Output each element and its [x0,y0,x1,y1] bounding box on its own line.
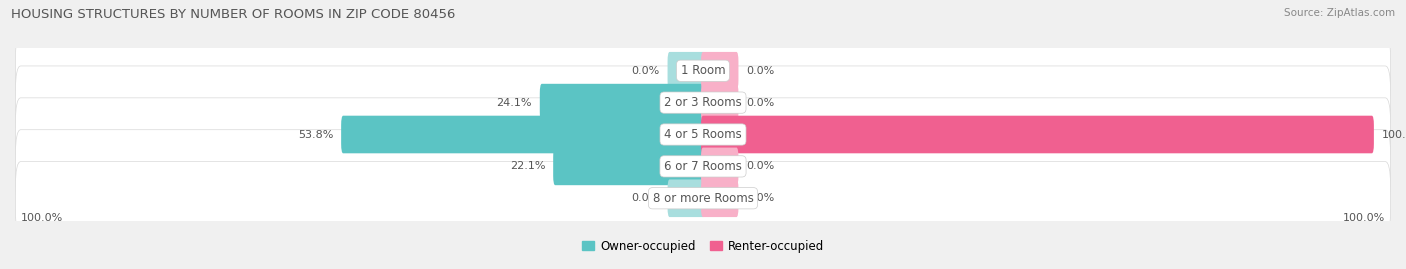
FancyBboxPatch shape [702,52,738,90]
FancyBboxPatch shape [702,148,738,185]
Text: 53.8%: 53.8% [298,129,333,140]
Text: 0.0%: 0.0% [747,193,775,203]
Text: 4 or 5 Rooms: 4 or 5 Rooms [664,128,742,141]
Text: 6 or 7 Rooms: 6 or 7 Rooms [664,160,742,173]
FancyBboxPatch shape [15,162,1391,235]
FancyBboxPatch shape [668,179,704,217]
Text: 2 or 3 Rooms: 2 or 3 Rooms [664,96,742,109]
Text: HOUSING STRUCTURES BY NUMBER OF ROOMS IN ZIP CODE 80456: HOUSING STRUCTURES BY NUMBER OF ROOMS IN… [11,8,456,21]
Text: 24.1%: 24.1% [496,98,531,108]
FancyBboxPatch shape [15,98,1391,171]
FancyBboxPatch shape [15,66,1391,139]
Text: 100.0%: 100.0% [1343,213,1385,223]
FancyBboxPatch shape [15,34,1391,107]
Text: 100.0%: 100.0% [1382,129,1406,140]
Text: 0.0%: 0.0% [747,66,775,76]
Text: 100.0%: 100.0% [21,213,63,223]
Text: 1 Room: 1 Room [681,64,725,77]
Text: Source: ZipAtlas.com: Source: ZipAtlas.com [1284,8,1395,18]
Text: 0.0%: 0.0% [747,161,775,171]
Text: 8 or more Rooms: 8 or more Rooms [652,192,754,205]
FancyBboxPatch shape [553,148,704,185]
FancyBboxPatch shape [15,130,1391,203]
FancyBboxPatch shape [540,84,704,121]
FancyBboxPatch shape [668,52,704,90]
FancyBboxPatch shape [342,116,704,153]
FancyBboxPatch shape [702,179,738,217]
FancyBboxPatch shape [702,116,1374,153]
Text: 0.0%: 0.0% [747,98,775,108]
Legend: Owner-occupied, Renter-occupied: Owner-occupied, Renter-occupied [582,240,824,253]
Text: 0.0%: 0.0% [631,193,659,203]
Text: 22.1%: 22.1% [509,161,546,171]
Text: 0.0%: 0.0% [631,66,659,76]
FancyBboxPatch shape [702,84,738,121]
